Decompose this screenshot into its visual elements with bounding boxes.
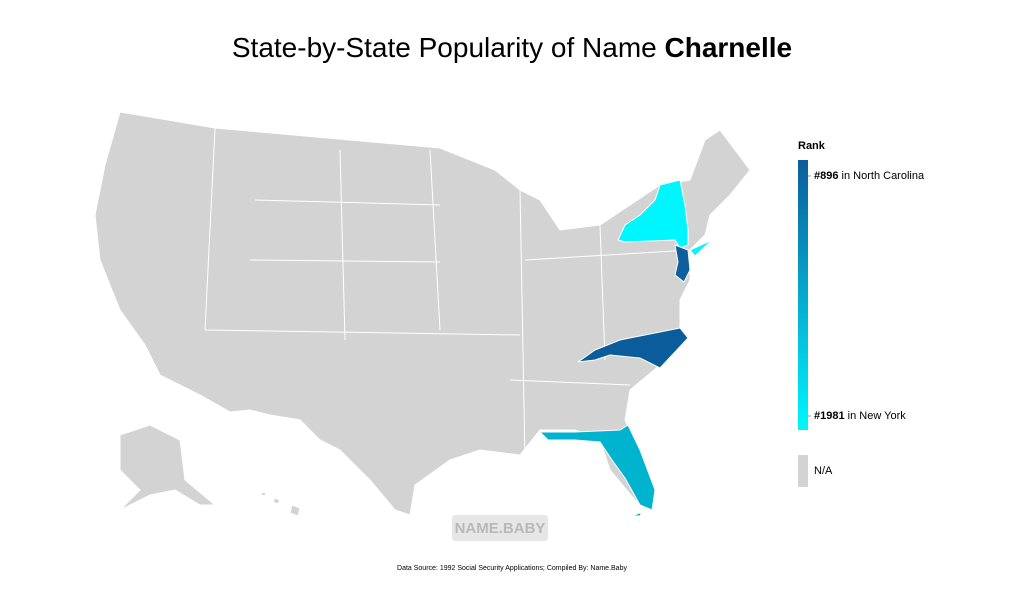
title: State-by-State Popularity of Name Charne…	[232, 32, 792, 63]
legend-top-state: in North Carolina	[842, 170, 925, 182]
watermark-box	[452, 515, 548, 541]
state-florida	[538, 424, 656, 517]
title-text: State-by-State Popularity of Name	[232, 32, 665, 63]
legend-bottom-rank: #1981	[814, 410, 845, 422]
state-border	[204, 127, 691, 461]
legend-bottom-state: in New York	[848, 410, 907, 422]
source: Data Source: 1992 Social Security Applic…	[397, 565, 627, 572]
map	[94, 111, 751, 517]
legend-na-swatch	[798, 455, 808, 487]
legend-gradient	[798, 160, 808, 430]
legend-title: Rank	[798, 140, 826, 152]
legend-na: N/A	[814, 465, 833, 477]
legend-top-rank: #896	[814, 170, 838, 182]
legend-bottom: #1981 in New York	[814, 410, 906, 422]
watermark: NAME.BABY	[455, 520, 546, 537]
state-north-carolina	[577, 327, 689, 369]
title-name: Charnelle	[665, 32, 793, 63]
hawaii	[260, 491, 301, 517]
legend-top: #896 in North Carolina	[814, 170, 925, 182]
state-new-york	[617, 179, 713, 257]
us-mainland	[94, 111, 751, 516]
alaska	[119, 424, 217, 511]
state-new-jersey	[674, 244, 691, 283]
